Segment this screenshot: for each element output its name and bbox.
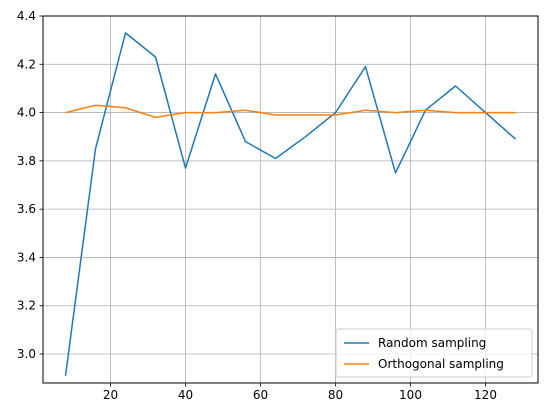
y-tick-label: 3.8 bbox=[17, 154, 36, 168]
legend: Random sampling Orthogonal sampling bbox=[335, 328, 533, 378]
legend-label-1: Orthogonal sampling bbox=[378, 357, 504, 371]
y-tick-label: 3.0 bbox=[17, 347, 36, 361]
grid-lines bbox=[43, 15, 538, 383]
x-tick-label: 80 bbox=[328, 388, 343, 402]
plot-frame bbox=[42, 15, 539, 384]
legend-box bbox=[335, 328, 533, 378]
legend-label-0: Random sampling bbox=[378, 336, 486, 350]
series-lines bbox=[64, 32, 516, 376]
x-tick-label: 100 bbox=[399, 388, 422, 402]
x-tick-label: 120 bbox=[474, 388, 497, 402]
x-tick-label: 40 bbox=[178, 388, 193, 402]
x-tick-label: 60 bbox=[253, 388, 268, 402]
series-line-0 bbox=[64, 32, 516, 376]
axis-ticks: 20 40 60 80 100 120 3.0 3.2 3.4 3.6 3.8 4.0 4.2 4.4 bbox=[17, 9, 497, 402]
x-tick-label: 20 bbox=[103, 388, 118, 402]
y-tick-label: 4.2 bbox=[17, 57, 36, 71]
y-tick-label: 4.0 bbox=[17, 106, 36, 120]
series-line-1 bbox=[65, 104, 516, 119]
y-tick-label: 4.4 bbox=[17, 9, 36, 23]
y-tick-label: 3.4 bbox=[17, 250, 36, 264]
y-tick-label: 3.2 bbox=[17, 299, 36, 313]
y-tick-label: 3.6 bbox=[17, 202, 36, 216]
